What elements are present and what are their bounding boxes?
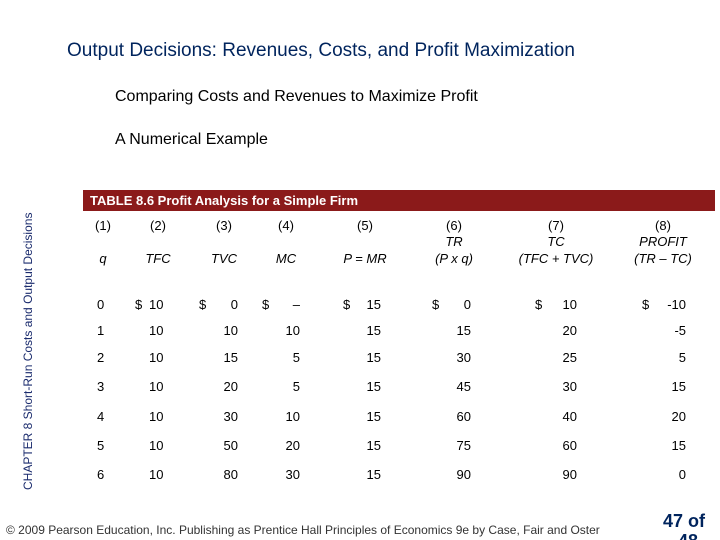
table-cell: 3: [97, 379, 105, 394]
table-cell: 20: [562, 323, 577, 338]
col-sublabel: (TFC + TVC): [518, 251, 594, 266]
dollar-sign: $: [535, 297, 543, 312]
col-number: (2): [150, 218, 166, 233]
col-number: (7): [548, 218, 564, 233]
col-label: TR: [445, 234, 463, 249]
table-cell: -5: [674, 323, 686, 338]
table-cell: 1: [97, 323, 105, 338]
table-cell: 80: [223, 467, 238, 482]
table-cell: 15: [671, 379, 686, 394]
dollar-sign: $: [262, 297, 270, 312]
table-cell: 60: [562, 438, 577, 453]
page-number: 47 of: [663, 511, 706, 531]
table-cell: 15: [366, 297, 381, 312]
table-cell: 10: [149, 350, 164, 365]
table-caption: TABLE 8.6 Profit Analysis for a Simple F…: [83, 190, 715, 211]
dollar-sign: $: [343, 297, 351, 312]
table-cell: 50: [223, 438, 238, 453]
table-cell: 10: [149, 297, 164, 312]
table-cell: 10: [149, 379, 164, 394]
table-cell: 5: [292, 350, 300, 365]
table-cell: 15: [366, 379, 381, 394]
col-label: MC: [275, 251, 297, 266]
table-cell: 45: [456, 379, 471, 394]
col-label: TC: [547, 234, 565, 249]
table-cell: 10: [562, 297, 577, 312]
slide-title: Output Decisions: Revenues, Costs, and P…: [67, 40, 575, 61]
copyright-footer: © 2009 Pearson Education, Inc. Publishin…: [6, 523, 600, 537]
section-heading: A Numerical Example: [115, 131, 268, 148]
col-label: PROFIT: [639, 234, 687, 249]
table-cell: 10: [149, 409, 164, 424]
dollar-sign: $: [432, 297, 440, 312]
table-cell: 15: [456, 323, 471, 338]
col-label: TVC: [211, 251, 237, 266]
table-cell: 0: [678, 467, 686, 482]
table-cell: 6: [97, 467, 105, 482]
table-cell: 15: [366, 467, 381, 482]
table-cell: 40: [562, 409, 577, 424]
table-cell: 15: [366, 323, 381, 338]
col-sublabel: (TR – TC): [634, 251, 692, 266]
col-number: (3): [216, 218, 232, 233]
table-cell: 20: [671, 409, 686, 424]
col-label: q: [99, 251, 107, 266]
table-cell: -10: [667, 297, 686, 312]
table-cell: 10: [285, 409, 300, 424]
table-cell: 0: [230, 297, 238, 312]
table-cell: 15: [366, 409, 381, 424]
table-cell: 2: [97, 350, 105, 365]
table-cell: 30: [285, 467, 300, 482]
table-cell: 30: [223, 409, 238, 424]
col-number: (1): [95, 218, 111, 233]
slide-subtitle: Comparing Costs and Revenues to Maximize…: [115, 88, 478, 105]
table-cell: 10: [149, 323, 164, 338]
table-cell: 5: [97, 438, 105, 453]
dollar-sign: $: [199, 297, 207, 312]
table-cell: 25: [562, 350, 577, 365]
chapter-side-label: CHAPTER 8 Short-Run Costs and Output Dec…: [21, 212, 35, 490]
dollar-sign: $: [135, 297, 143, 312]
dollar-sign: $: [642, 297, 650, 312]
col-number: (4): [278, 218, 294, 233]
col-number: (8): [655, 218, 671, 233]
table-cell: 0: [463, 297, 471, 312]
table-cell: 90: [562, 467, 577, 482]
table-cell: 5: [678, 350, 686, 365]
col-label: P = MR: [343, 251, 387, 266]
table-cell: 30: [456, 350, 471, 365]
col-label: TFC: [145, 251, 171, 266]
col-number: (5): [357, 218, 373, 233]
table-cell: 30: [562, 379, 577, 394]
table-cell: 75: [456, 438, 471, 453]
col-number: (6): [446, 218, 462, 233]
table-cell: 15: [366, 350, 381, 365]
table-cell: 5: [292, 379, 300, 394]
table-cell: 20: [285, 438, 300, 453]
table-cell: –: [292, 297, 300, 312]
table-cell: 0: [97, 297, 105, 312]
table-cell: 10: [149, 438, 164, 453]
col-sublabel: (P x q): [435, 251, 473, 266]
table-cell: 10: [149, 467, 164, 482]
table-cell: 15: [366, 438, 381, 453]
table-cell: 4: [97, 409, 105, 424]
table-cell: 60: [456, 409, 471, 424]
table-cell: 90: [456, 467, 471, 482]
table-cell: 15: [223, 350, 238, 365]
table-cell: 10: [285, 323, 300, 338]
table-cell: 20: [223, 379, 238, 394]
table-cell: 10: [223, 323, 238, 338]
page-total: 48: [678, 532, 708, 540]
table-cell: 15: [671, 438, 686, 453]
